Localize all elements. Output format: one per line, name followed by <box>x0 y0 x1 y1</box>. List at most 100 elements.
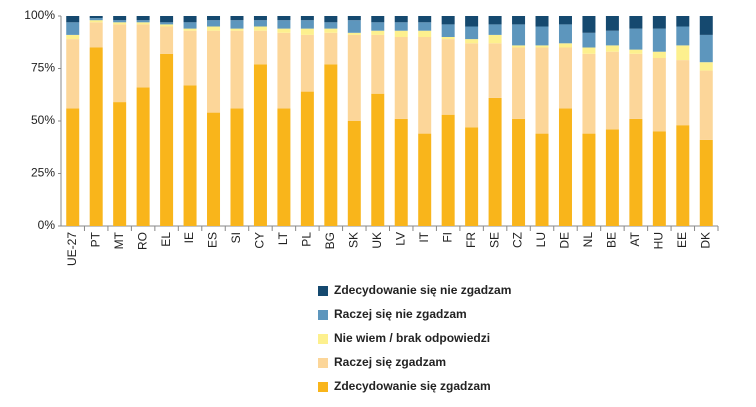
bar-segment <box>699 16 713 35</box>
bar-segment <box>488 16 502 25</box>
x-tick-label: ES <box>206 232 220 248</box>
bar-segment <box>394 37 408 119</box>
x-tick-label: MT <box>112 231 126 249</box>
bar-segment <box>66 16 80 23</box>
bar-segment <box>394 22 408 31</box>
x-tick-label: IE <box>182 232 196 243</box>
bar-segment <box>230 16 244 21</box>
bar-segment <box>535 133 549 226</box>
bar-segment <box>371 22 385 31</box>
bar-segment <box>488 24 502 35</box>
bar-segment <box>605 16 619 31</box>
bar-segment <box>629 53 643 119</box>
bar-segment <box>441 24 455 37</box>
bar-segment <box>113 24 127 103</box>
bar-segment <box>512 47 526 119</box>
bar-segment <box>465 26 479 40</box>
x-tick-label: NL <box>581 232 595 248</box>
legend-swatch <box>318 334 328 344</box>
bar-segment <box>230 20 244 29</box>
bar-segment <box>418 133 432 226</box>
bar-segment <box>652 51 666 58</box>
bar-segment <box>183 22 197 29</box>
bar-segment <box>300 16 314 21</box>
bar-segment <box>558 47 572 109</box>
x-tick-label: FI <box>440 232 454 243</box>
bar-segment <box>512 118 526 226</box>
bar-segment <box>441 16 455 25</box>
bar-segment <box>394 118 408 226</box>
bar-segment <box>183 30 197 86</box>
bar-segment <box>89 20 103 23</box>
bar-segment <box>418 30 432 37</box>
legend-swatch <box>318 382 328 392</box>
bar-segment <box>676 16 690 27</box>
x-tick-label: BE <box>605 232 619 248</box>
bar-segment <box>676 26 690 46</box>
bar-segment <box>488 97 502 227</box>
bar-segment <box>160 22 174 25</box>
bar-segment <box>300 20 314 29</box>
x-tick-label: PL <box>300 232 314 247</box>
bar-segment <box>676 60 690 126</box>
legend-swatch <box>318 286 328 296</box>
x-tick-label: LV <box>393 232 407 246</box>
legend-label: Raczej się nie zgadzam <box>334 307 467 321</box>
bar-segment <box>253 16 267 21</box>
y-tick-label: 0% <box>38 218 56 232</box>
bar-segment <box>465 16 479 27</box>
bar-segment <box>629 28 643 50</box>
bar-segment <box>230 108 244 226</box>
x-tick-label: AT <box>628 231 642 246</box>
bar-segment <box>371 16 385 23</box>
bar-segment <box>324 16 338 23</box>
bar-segment <box>253 20 267 27</box>
bar-segment <box>324 22 338 29</box>
legend-label: Zdecydowanie się nie zgadzam <box>334 283 511 297</box>
bar-segment <box>441 39 455 115</box>
bar-segment <box>699 70 713 140</box>
bar-segment <box>605 51 619 130</box>
bar-segment <box>277 28 291 33</box>
bar-segment <box>535 26 549 46</box>
bar-segment <box>371 34 385 94</box>
legend-swatch <box>318 310 328 320</box>
x-tick-label: DE <box>558 232 572 249</box>
bar-segment <box>277 108 291 226</box>
bar-segment <box>136 22 150 25</box>
legend-label: Raczej się zgadzam <box>334 355 446 369</box>
bar-segment <box>465 43 479 128</box>
bar-segment <box>629 118 643 226</box>
bar-segment <box>488 34 502 44</box>
bar-segment <box>582 47 596 54</box>
bar-segment <box>699 34 713 63</box>
bar-segment <box>512 24 526 46</box>
bar-segment <box>324 28 338 33</box>
bar-segment <box>558 43 572 48</box>
bar-segment <box>652 58 666 132</box>
bar-segment <box>160 26 174 54</box>
x-tick-label: SE <box>487 232 501 248</box>
bar-segment <box>207 26 221 31</box>
x-tick-label: SK <box>346 232 360 248</box>
bar-segment <box>558 24 572 44</box>
bar-segment <box>66 39 80 109</box>
bar-segment <box>488 43 502 98</box>
x-tick-label: PT <box>88 231 102 247</box>
bar-segment <box>676 45 690 61</box>
x-tick-label: DK <box>698 232 712 249</box>
y-tick-label: 25% <box>31 166 55 180</box>
bar-segment <box>113 20 127 23</box>
bar-segment <box>699 62 713 71</box>
bar-segment <box>113 16 127 21</box>
bar-segment <box>183 85 197 226</box>
bar-segment <box>66 22 80 35</box>
bar-segment <box>512 45 526 48</box>
bar-segment <box>347 20 361 33</box>
bar-segment <box>66 108 80 226</box>
legend-swatch <box>318 358 328 368</box>
bar-segment <box>230 30 244 109</box>
bar-segment <box>394 30 408 37</box>
bar-segment <box>418 37 432 134</box>
